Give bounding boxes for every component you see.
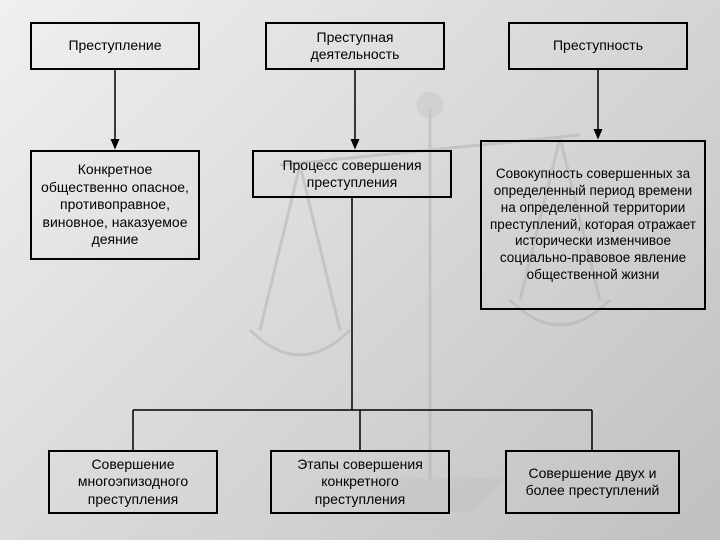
box-top-criminality: Преступность bbox=[508, 22, 688, 70]
box-bot-two-or-more: Совершение двух и более преступлений bbox=[505, 450, 680, 514]
box-mid-aggregate: Совокупность совершенных за определенный… bbox=[480, 140, 706, 310]
box-label: Процесс совершения преступления bbox=[262, 157, 442, 192]
box-top-crime: Преступление bbox=[30, 22, 200, 70]
box-label: Совершение многоэпизодного преступления bbox=[58, 456, 208, 509]
box-bot-multi-episode: Совершение многоэпизодного преступления bbox=[48, 450, 218, 514]
box-top-criminal-activity: Преступная деятельность bbox=[265, 22, 445, 70]
box-label: Совершение двух и более преступлений bbox=[515, 465, 670, 500]
box-mid-process: Процесс совершения преступления bbox=[252, 150, 452, 198]
box-label: Преступная деятельность bbox=[275, 29, 435, 64]
box-mid-concrete-act: Конкретное общественно опасное, противоп… bbox=[30, 150, 200, 260]
box-label: Преступность bbox=[553, 37, 643, 55]
box-label: Конкретное общественно опасное, противоп… bbox=[40, 161, 190, 249]
box-bot-stages: Этапы совершения конкретного преступлени… bbox=[270, 450, 450, 514]
box-label: Этапы совершения конкретного преступлени… bbox=[280, 456, 440, 509]
box-label: Совокупность совершенных за определенный… bbox=[490, 166, 696, 284]
box-label: Преступление bbox=[68, 37, 161, 55]
